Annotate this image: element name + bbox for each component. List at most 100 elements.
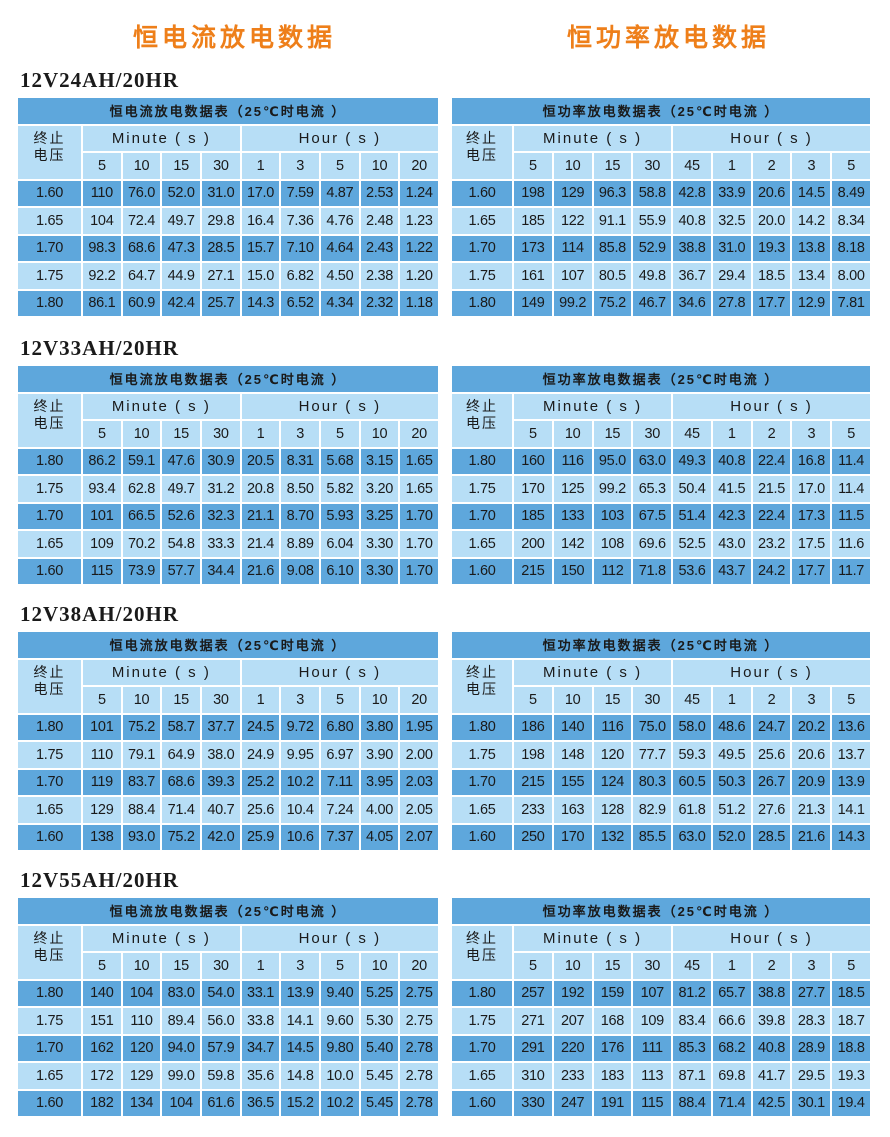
constant-power-table: 恒功率放电数据表（25℃时电流 ）终止 电压 Minute ( s ) Hour ( … [452,98,870,316]
table-cell: 2.03 [400,769,438,795]
table-cell: 116 [553,448,592,474]
table-cell: 22.4 [752,503,791,529]
battery-model-title: 12V55AH/20HR [20,868,179,892]
table-cell: 149 [514,290,552,316]
table-cell: 19.3 [752,235,791,261]
table-cell: 83.0 [162,980,200,1006]
column-header: 3 [281,421,319,447]
table-cell: 31.0 [202,180,240,206]
table-cell: 30.9 [202,448,240,474]
table-cell: 75.2 [162,824,200,850]
end-voltage-label: 终止 [466,398,498,414]
table-cell: 27.8 [712,290,751,316]
table-cell: 15.7 [241,235,280,261]
table-cell: 110 [83,742,121,768]
table-cell: 85.3 [673,1035,711,1061]
table-cell: 2.78 [400,1035,438,1061]
table-cell: 1.70 [18,503,81,529]
table-cell: 5.68 [321,448,359,474]
table-cell: 9.72 [281,714,319,740]
constant-current-heading: 恒电流放电数据 [133,23,337,52]
table-cell: 8.50 [281,476,319,502]
column-header: 30 [202,953,240,979]
table-cell: 58.7 [162,714,200,740]
table-cell: 25.6 [752,742,791,768]
table-cell: 49.3 [673,448,711,474]
table-cell: 17.5 [792,531,831,557]
table-cell: 25.9 [241,824,280,850]
table-cell: 4.76 [321,208,359,234]
table-cell: 291 [514,1035,552,1061]
column-header: 15 [593,953,632,979]
column-header: 3 [281,687,319,713]
table-cell: 150 [553,558,592,584]
table-cell: 61.8 [673,797,711,823]
table-cell: 33.3 [202,531,240,557]
table-cell: 32.3 [202,503,240,529]
end-voltage-header: 终止 电压 [452,125,512,179]
table-cell: 8.49 [832,180,870,206]
hour-group-header: Hour ( s ) [673,393,870,419]
table-cell: 43.7 [712,558,751,584]
table-cell: 1.65 [18,797,81,823]
table-cell: 3.20 [360,476,399,502]
table-cell: 1.80 [452,290,512,316]
table-cell: 1.75 [452,742,512,768]
table-cell: 11.4 [832,448,870,474]
table-cell: 6.97 [321,742,359,768]
table-cell: 65.3 [633,476,672,502]
table-cell: 36.7 [673,263,711,289]
table-cell: 138 [83,824,121,850]
table-cell: 54.0 [202,980,240,1006]
table-cell: 220 [553,1035,592,1061]
table-cell: 18.5 [832,980,870,1006]
table-cell: 3.30 [360,531,399,557]
table-cell: 1.60 [18,558,81,584]
table-cell: 13.6 [832,714,870,740]
table-cell: 5.40 [360,1035,399,1061]
end-voltage-label: 终止 [33,930,66,946]
column-header: 5 [321,421,359,447]
table-cell: 7.11 [321,769,359,795]
table-cell: 7.24 [321,797,359,823]
end-voltage-header: 终止 电压 [18,125,81,179]
table-cell: 116 [593,714,632,740]
table-cell: 1.60 [18,824,81,850]
table-cell: 1.60 [18,180,81,206]
table-cell: 69.8 [712,1063,751,1089]
column-header: 10 [360,153,399,179]
table-cell: 5.93 [321,503,359,529]
table-cell: 5.45 [360,1090,399,1116]
table-cell: 1.24 [400,180,438,206]
table-cell: 18.8 [832,1035,870,1061]
table-cell: 59.8 [202,1063,240,1089]
table-cell: 50.3 [712,769,751,795]
table-cell: 5.30 [360,1008,399,1034]
table-cell: 1.80 [18,290,81,316]
column-header: 5 [83,421,121,447]
table-cell: 42.4 [162,290,200,316]
table-cell: 17.7 [792,558,831,584]
column-header: 5 [83,153,121,179]
table-cell: 1.75 [452,263,512,289]
end-voltage-header: 终止 电压 [452,925,512,979]
table-cell: 64.7 [122,263,161,289]
table-cell: 110 [122,1008,161,1034]
table-cell: 20.6 [792,742,831,768]
table-cell: 19.4 [832,1090,870,1116]
table-cell: 73.9 [122,558,161,584]
table-cell: 11.6 [832,531,870,557]
table-cell: 11.4 [832,476,870,502]
table-cell: 54.8 [162,531,200,557]
table-cell: 93.4 [83,476,121,502]
end-voltage-label: 终止 [33,398,66,414]
table-cell: 52.5 [673,531,711,557]
table-cell: 1.60 [452,180,512,206]
hour-group-header: Hour ( s ) [241,659,438,685]
column-header: 5 [321,953,359,979]
table-cell: 19.3 [832,1063,870,1089]
table-cell: 40.8 [712,448,751,474]
table-cell: 9.80 [321,1035,359,1061]
minute-group-header: Minute ( s ) [514,659,672,685]
table-cell: 85.5 [633,824,672,850]
